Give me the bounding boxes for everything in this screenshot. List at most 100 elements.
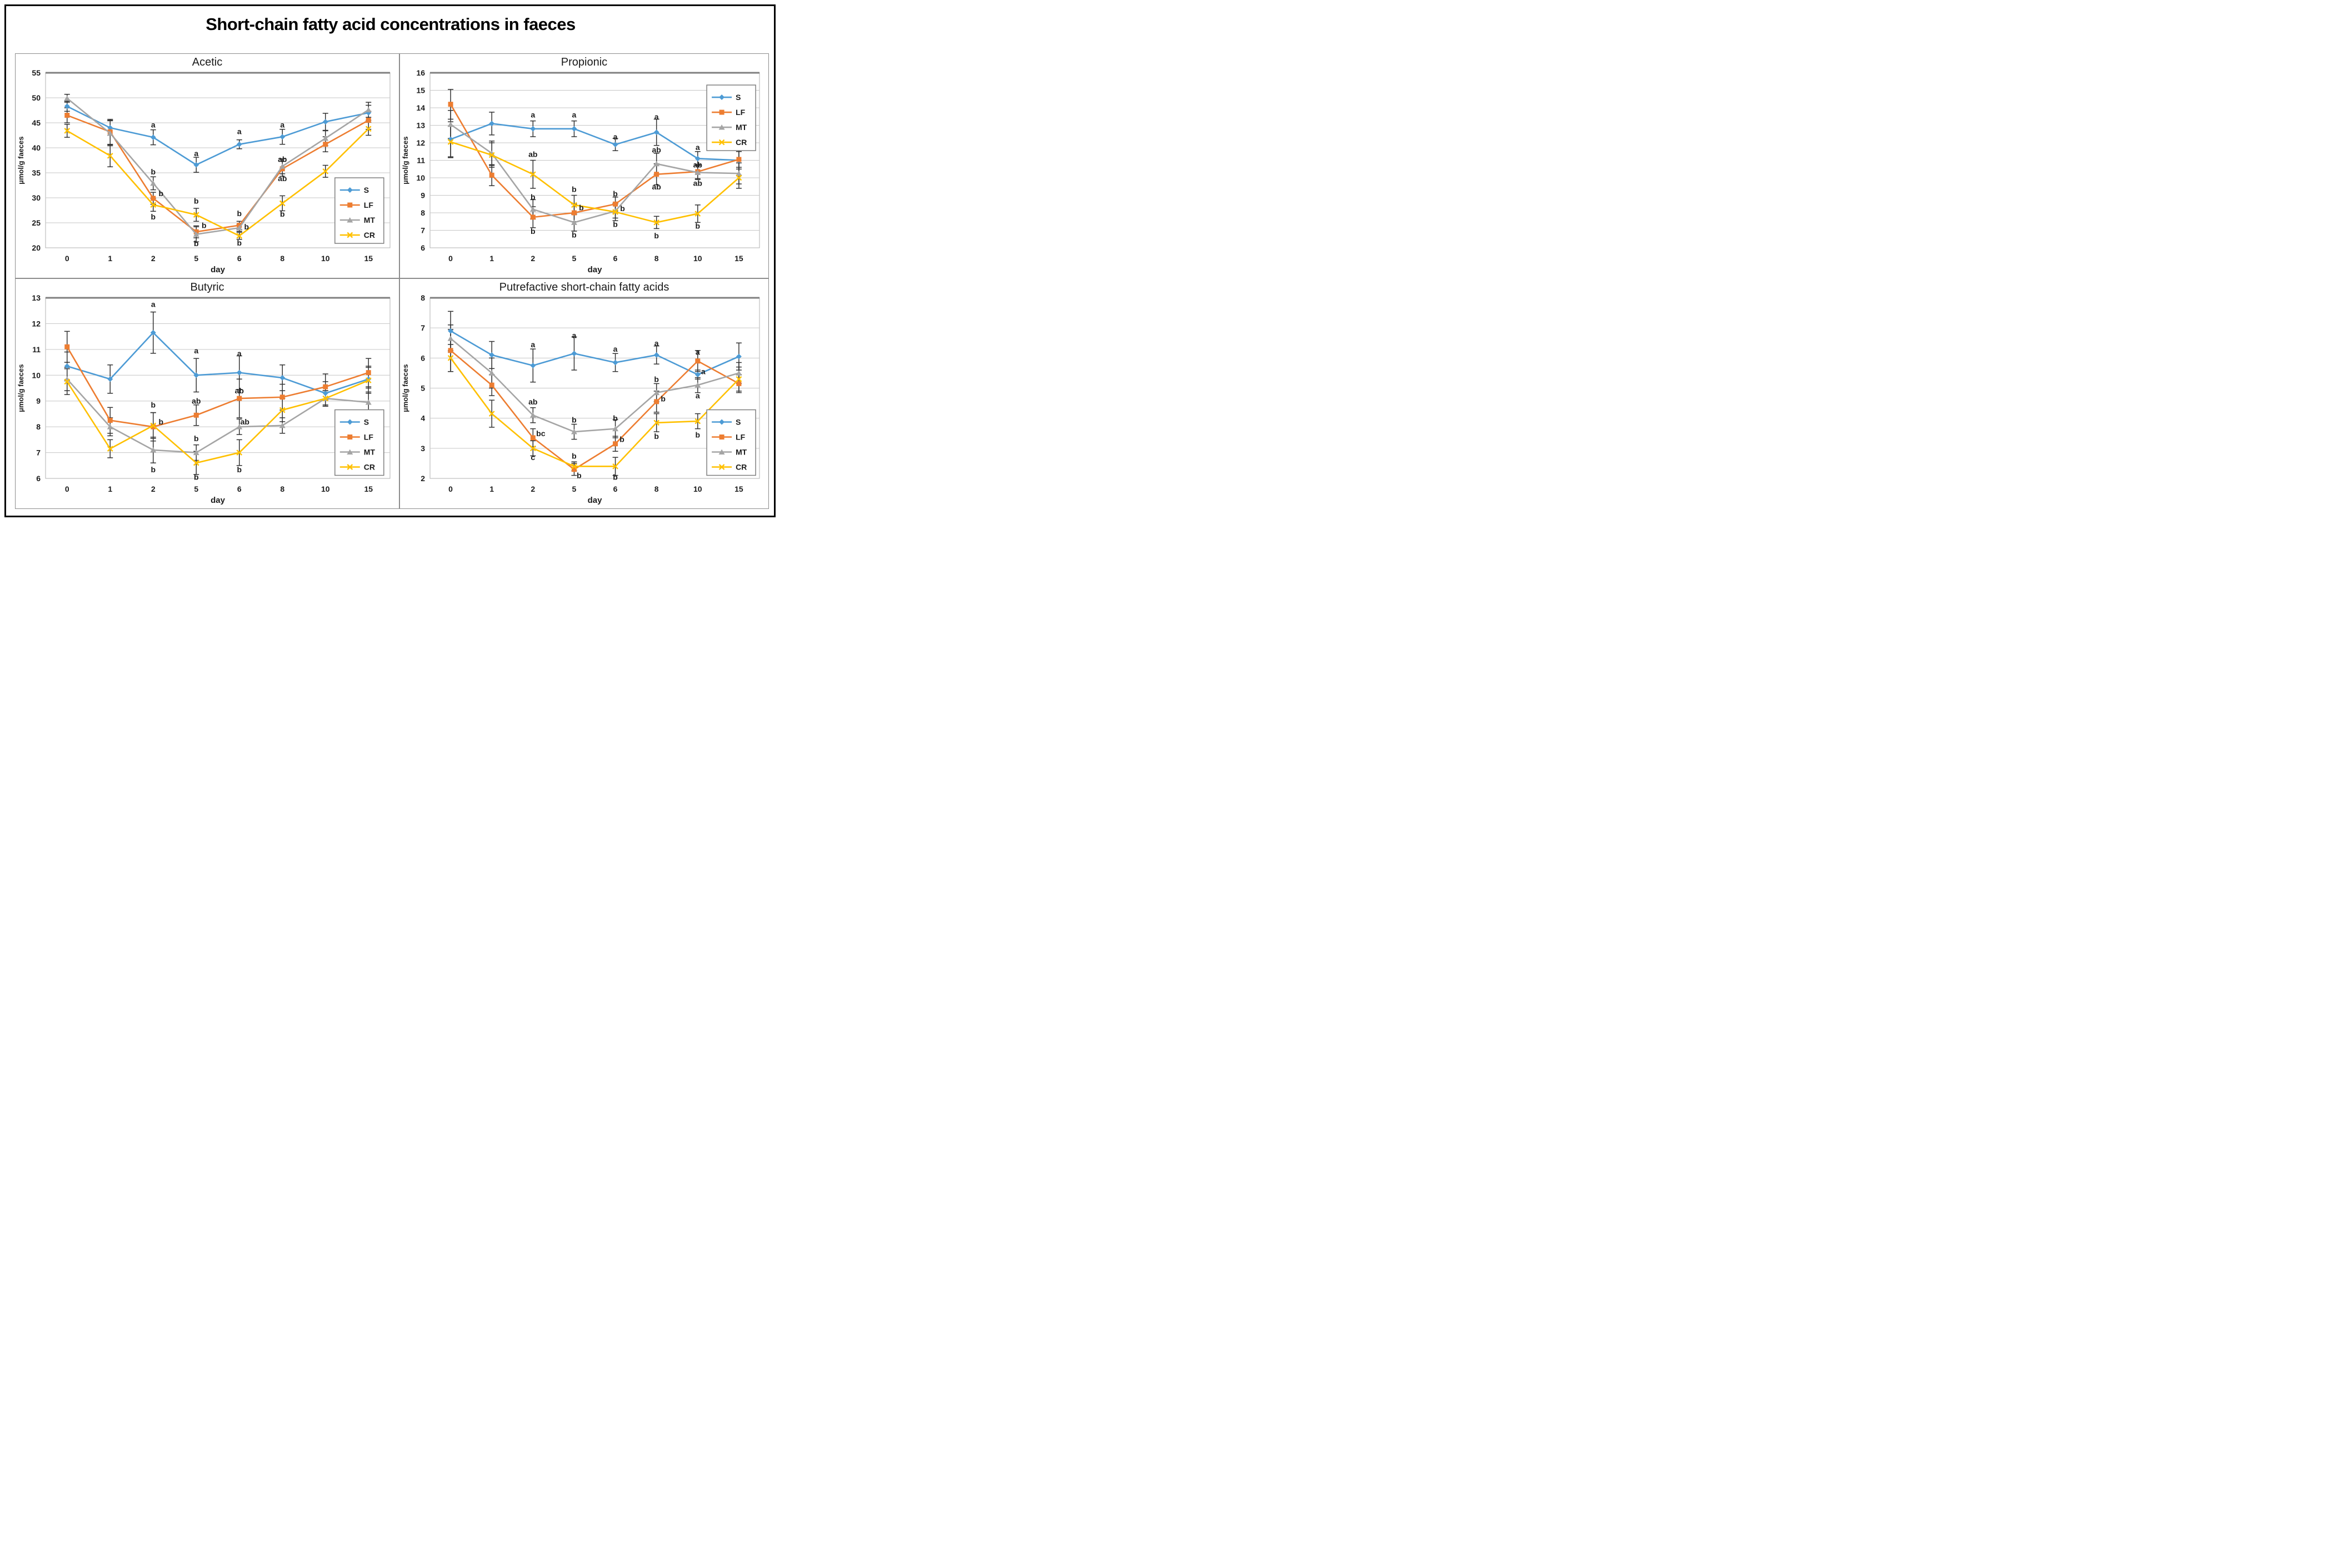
square-marker-icon bbox=[64, 113, 70, 118]
square-marker-icon bbox=[64, 344, 70, 349]
sig-letter: a bbox=[572, 111, 577, 119]
triangle-marker-icon bbox=[322, 135, 329, 141]
y-tick-label: 25 bbox=[32, 218, 41, 227]
x-tick-label: 10 bbox=[693, 485, 702, 493]
sig-letter: b bbox=[194, 434, 199, 443]
diamond-marker-icon bbox=[322, 119, 328, 125]
y-axis: 20 25 30 35 40 45 50 55 bbox=[32, 68, 390, 252]
y-tick-label: 45 bbox=[32, 118, 41, 127]
legend-label-MT: MT bbox=[736, 123, 747, 132]
diamond-marker-icon bbox=[107, 376, 113, 382]
sig-letter: b bbox=[202, 221, 207, 230]
sig-letter: ab bbox=[278, 155, 287, 164]
legend-label-LF: LF bbox=[736, 433, 746, 442]
diamond-marker-icon bbox=[653, 352, 659, 358]
triangle-marker-icon bbox=[736, 171, 742, 176]
legend-label-MT: MT bbox=[736, 448, 747, 457]
x-tick-label: 5 bbox=[194, 254, 198, 263]
triangle-marker-icon bbox=[236, 424, 243, 430]
square-marker-icon bbox=[237, 396, 242, 401]
diamond-marker-icon bbox=[612, 142, 618, 148]
sig-letter: b bbox=[158, 189, 163, 198]
square-marker-icon bbox=[613, 201, 618, 207]
x-tick-label: 0 bbox=[448, 254, 453, 263]
sig-letter: a bbox=[613, 132, 618, 141]
y-tick-label: 13 bbox=[32, 293, 41, 302]
square-marker-icon bbox=[530, 214, 536, 220]
x-marker-icon bbox=[64, 128, 71, 134]
sig-letter: b bbox=[572, 451, 577, 460]
x-marker-icon bbox=[694, 211, 701, 217]
y-tick-label: 16 bbox=[416, 68, 425, 77]
chart-putrefactive: Putrefactive short-chain fatty acids 2 3 4 5… bbox=[401, 281, 760, 505]
x-marker-icon bbox=[64, 378, 71, 385]
sig-letter: a bbox=[194, 149, 198, 158]
triangle-marker-icon bbox=[107, 424, 113, 430]
sig-letter: a bbox=[194, 346, 198, 355]
series-MT bbox=[64, 95, 372, 237]
sig-letter: b bbox=[572, 415, 577, 424]
y-axis: 6 7 8 9 10 11 12 13 bbox=[32, 293, 390, 483]
y-tick-label: 3 bbox=[421, 444, 425, 453]
sig-letter: ab bbox=[235, 386, 244, 395]
chart-root-putrefactive: Putrefactive short-chain fatty acids 2 3 4 5… bbox=[401, 281, 760, 505]
diamond-marker-icon bbox=[448, 328, 454, 334]
diamond-marker-icon bbox=[571, 126, 577, 132]
diamond-marker-icon bbox=[347, 419, 353, 425]
square-marker-icon bbox=[736, 157, 742, 162]
x-marker-icon bbox=[653, 420, 660, 426]
y-tick-label: 9 bbox=[421, 191, 425, 200]
triangle-marker-icon bbox=[571, 429, 577, 435]
legend-label-LF: LF bbox=[736, 108, 746, 117]
sig-letter: b bbox=[151, 465, 156, 474]
series-line-MT bbox=[450, 123, 739, 223]
x-marker-icon bbox=[193, 460, 199, 466]
series-line-S bbox=[67, 332, 369, 395]
panel-title: Putrefactive short-chain fatty acids bbox=[499, 281, 669, 293]
x-marker-icon bbox=[488, 411, 495, 417]
triangle-marker-icon bbox=[718, 449, 725, 455]
sig-letter: b bbox=[619, 435, 624, 444]
sig-letter: ab bbox=[278, 174, 287, 183]
legend-label-S: S bbox=[364, 186, 369, 194]
sig-letter: b bbox=[237, 209, 242, 218]
square-marker-icon bbox=[151, 424, 156, 430]
series-LF bbox=[64, 344, 371, 430]
diamond-marker-icon bbox=[64, 103, 70, 109]
square-marker-icon bbox=[366, 118, 371, 123]
sig-letter: b bbox=[194, 473, 199, 482]
sig-letter: b bbox=[237, 238, 242, 247]
sig-letter: b bbox=[194, 196, 199, 205]
x-marker-icon bbox=[193, 212, 199, 218]
x-tick-label: 0 bbox=[65, 254, 69, 263]
sig-letter: b bbox=[613, 219, 618, 228]
triangle-marker-icon bbox=[653, 161, 660, 167]
sig-letter: ab bbox=[652, 146, 661, 154]
series-S bbox=[448, 328, 742, 378]
y-tick-label: 5 bbox=[421, 384, 425, 393]
sig-letter: a bbox=[696, 143, 700, 152]
sig-letter: b bbox=[577, 471, 582, 480]
square-marker-icon bbox=[347, 435, 353, 440]
x-marker-icon bbox=[347, 232, 353, 238]
x-marker-icon bbox=[736, 174, 742, 181]
series-CR bbox=[64, 377, 372, 466]
square-marker-icon bbox=[489, 382, 494, 388]
sig-letter: b bbox=[696, 222, 701, 231]
x-marker-icon bbox=[322, 168, 329, 174]
sig-letter: b bbox=[654, 374, 659, 383]
series-MT bbox=[447, 336, 742, 435]
diamond-marker-icon bbox=[736, 353, 742, 359]
panel-title: Acetic bbox=[192, 56, 222, 68]
sig-letter: a bbox=[701, 367, 706, 376]
x-marker-icon bbox=[279, 407, 286, 413]
sig-letter: c bbox=[531, 453, 535, 462]
sig-letter: a bbox=[237, 127, 242, 136]
x-marker-icon bbox=[718, 464, 725, 470]
sig-letter: a bbox=[654, 338, 659, 347]
series-CR bbox=[447, 139, 742, 226]
x-tick-label: 0 bbox=[448, 485, 453, 493]
triangle-marker-icon bbox=[236, 225, 243, 231]
